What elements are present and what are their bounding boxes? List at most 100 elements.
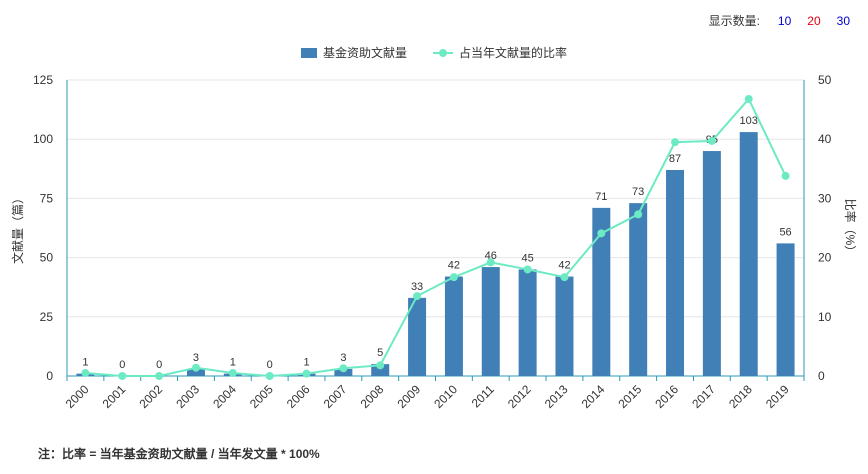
bar [555,276,574,376]
bar-data-label: 3 [340,352,346,364]
x-tick-label: 2009 [394,382,423,411]
display-count-control: 显示数量: 10 20 30 [709,12,858,29]
bar-data-label: 1 [82,357,88,369]
y-axis-title: 文献量（篇） [10,192,25,264]
bar [371,364,390,376]
bar-data-label: 103 [740,115,758,127]
y2-tick-label: 50 [818,73,832,87]
footnote: 注：比率 = 当年基金资助文献量 / 当年发文量 * 100% [38,447,320,461]
bar [186,368,205,376]
legend-bar-label: 基金资助文献量 [322,46,407,60]
y-tick-label: 25 [40,310,54,324]
display-count-option-20[interactable]: 20 [807,13,821,28]
x-tick-label: 2012 [505,382,534,411]
bar [444,276,463,376]
bar-data-label: 87 [669,153,681,165]
y-tick-label: 75 [40,191,54,205]
y-tick-label: 0 [46,369,53,383]
x-tick-label: 2002 [136,382,165,411]
y2-tick-label: 40 [818,132,832,146]
x-tick-label: 2013 [542,382,571,411]
x-tick-label: 2003 [173,382,202,411]
x-tick-label: 2010 [431,382,460,411]
bar-data-label: 73 [632,186,644,198]
ratio-line [85,97,787,378]
bar-data-label: 33 [411,281,423,293]
bar-data-label: 0 [119,359,125,371]
y-tick-label: 50 [40,251,54,265]
y2-axis-title: 比率（%） [843,199,858,258]
bar-data-label: 1 [303,357,309,369]
bar [408,297,427,376]
x-tick-label: 2004 [210,382,239,411]
bar [702,151,721,376]
x-tick-label: 2005 [247,382,276,411]
ratio-point [781,171,790,180]
ratio-point [339,364,348,373]
x-tick-label: 2017 [689,382,718,411]
bar-data-label: 42 [448,260,460,272]
y2-tick-label: 0 [818,369,825,383]
y2-tick-label: 10 [818,310,832,324]
ratio-point [523,265,532,274]
bar [776,243,795,376]
legend-bar-swatch [300,47,317,58]
legend-line-label: 占当年文献量的比率 [459,46,568,60]
bar-data-label: 45 [522,252,534,264]
ratio-point [228,369,237,378]
y2-tick-label: 20 [818,251,832,265]
x-tick-label: 2006 [284,382,313,411]
x-tick-label: 2015 [616,382,645,411]
bar [629,203,648,376]
bar [666,169,685,376]
ratio-point [449,273,458,282]
ratio-point [376,361,385,370]
x-tick-label: 2007 [321,382,350,411]
ratio-point [118,372,127,380]
bar-data-label: 1 [230,357,236,369]
ratio-point [413,292,422,301]
legend-item-bar[interactable]: 基金资助文献量 [300,44,407,61]
display-count-option-30[interactable]: 30 [836,13,850,28]
x-tick-label: 2014 [579,382,608,411]
x-tick-label: 2019 [763,382,792,411]
ratio-point [744,94,753,103]
x-tick-label: 2016 [652,382,681,411]
ratio-point [265,372,274,380]
legend-item-line[interactable]: 占当年文献量的比率 [433,44,567,61]
bar-data-label: 3 [193,352,199,364]
bar [739,132,758,376]
bar-data-label: 0 [156,359,162,371]
x-tick-label: 2018 [726,382,755,411]
ratio-point [302,369,311,378]
ratio-point [486,258,495,267]
legend-line-swatch [433,48,453,58]
bar-data-label: 0 [267,359,273,371]
y2-tick-label: 30 [818,191,832,205]
x-tick-label: 2011 [469,382,497,410]
y-tick-label: 100 [33,132,53,146]
x-tick-label: 2008 [358,382,387,411]
ratio-point [671,138,680,147]
bar-data-label: 46 [485,250,497,262]
bar [481,267,500,376]
ratio-point [81,369,90,378]
bar-data-label: 5 [377,347,383,359]
bar-data-label: 56 [779,226,791,238]
ratio-point [707,136,716,145]
ratio-point [634,210,643,219]
chart-legend: 基金资助文献量 占当年文献量的比率 [0,44,868,61]
bar-data-label: 42 [558,260,570,272]
y-tick-label: 125 [33,73,53,87]
ratio-point [191,363,200,372]
bar-data-label: 71 [595,191,607,203]
bar [334,368,353,376]
display-count-label: 显示数量: [708,14,760,28]
ratio-point [155,372,164,380]
display-count-option-10[interactable]: 10 [777,13,792,28]
ratio-point [560,273,569,282]
bar [518,269,537,376]
x-tick-label: 2000 [63,382,92,411]
ratio-point [597,229,606,238]
